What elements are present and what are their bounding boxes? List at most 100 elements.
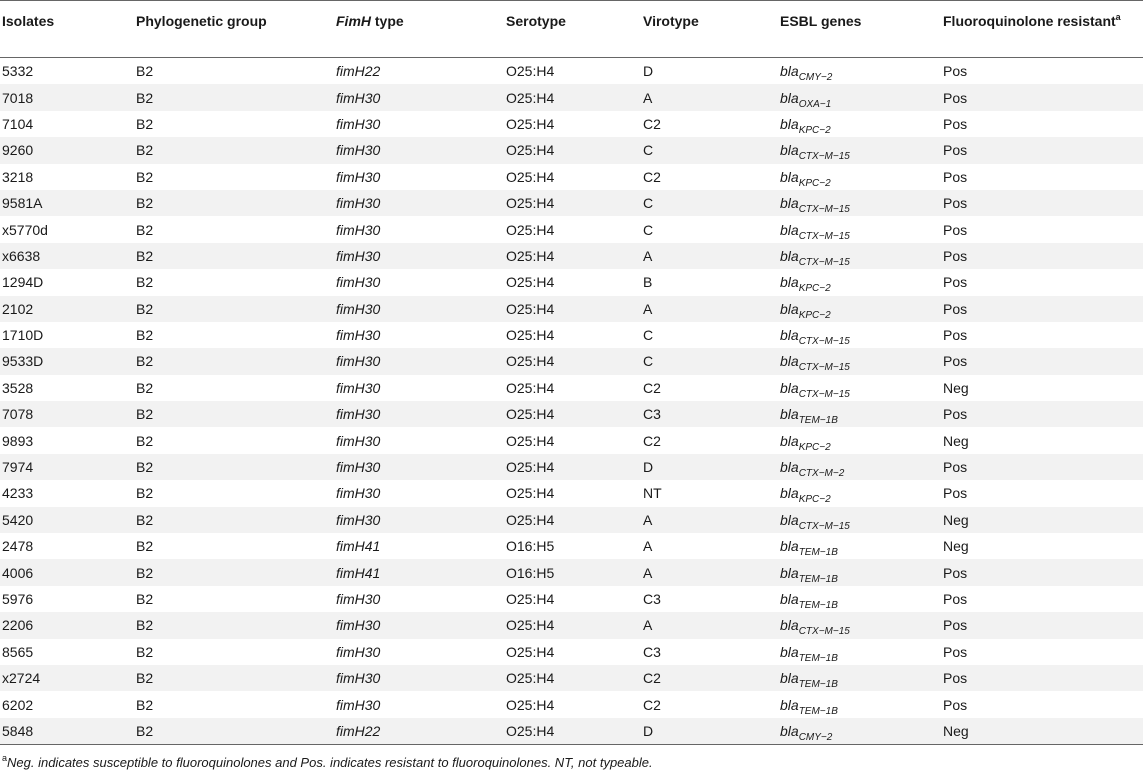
cell-phylogenetic-group: B2 bbox=[136, 612, 336, 639]
header-fimh-rest: type bbox=[371, 13, 404, 29]
gene-subscript: KPC−2 bbox=[798, 494, 831, 506]
cell-phylogenetic-group: B2 bbox=[136, 348, 336, 375]
table-row: 8565 B2 fimH30 O25:H4 C3 blaTEM−1B Pos bbox=[0, 639, 1143, 665]
gene-subscript: KPC−2 bbox=[798, 309, 831, 321]
cell-fluoroquinolone: Pos bbox=[943, 591, 968, 607]
gene-subscript: CTX−M−15 bbox=[798, 336, 850, 348]
gene-base: bla bbox=[780, 300, 799, 317]
table-row: 7104 B2 fimH30 O25:H4 C2 blaKPC−2 Pos bbox=[0, 111, 1143, 137]
cell-fimh-type: fimH30 bbox=[336, 137, 506, 164]
cell-isolate: 9893 bbox=[2, 432, 34, 449]
gene-base: bla bbox=[780, 538, 799, 555]
cell-isolate: 5976 bbox=[2, 591, 34, 607]
gene-base: bla bbox=[780, 379, 799, 396]
cell-esbl-gene: blaCTX−M−15 bbox=[780, 242, 943, 270]
cell-fluoroquinolone: Pos bbox=[943, 242, 1143, 270]
cell-virotype: C bbox=[643, 348, 780, 375]
cell-fluoroquinolone: Pos bbox=[943, 327, 968, 344]
cell-serotype: O25:H4 bbox=[506, 242, 643, 270]
table-row: 6202 B2 fimH30 O25:H4 C2 blaTEM−1B Pos bbox=[0, 691, 1143, 717]
gene-base: bla bbox=[780, 564, 799, 581]
cell-fimh-type: fimH30 bbox=[336, 348, 506, 375]
cell-serotype: O25:H4 bbox=[506, 137, 643, 164]
gene-base: bla bbox=[780, 327, 799, 344]
cell-serotype: O25:H4 bbox=[506, 453, 643, 481]
cell-fluoroquinolone: Pos bbox=[943, 348, 1143, 375]
cell-virotype: C bbox=[643, 189, 780, 217]
cell-esbl-gene: blaCTX−M−15 bbox=[780, 189, 943, 217]
cell-fimh-type: fimH30 bbox=[336, 664, 506, 692]
cell-isolate: 3218 bbox=[2, 168, 34, 185]
gene-subscript: TEM−1B bbox=[798, 705, 838, 717]
cell-virotype: C2 bbox=[643, 432, 661, 449]
cell-phylogenetic-group: B2 bbox=[136, 295, 336, 322]
cell-esbl-gene: blaKPC−2 bbox=[780, 164, 943, 190]
gene-subscript: TEM−1B bbox=[798, 600, 838, 611]
cell-virotype: NT bbox=[643, 485, 662, 502]
cell-serotype: O25:H4 bbox=[506, 696, 555, 713]
gene-base: bla bbox=[780, 63, 799, 80]
gene-base: bla bbox=[780, 485, 799, 502]
gene-subscript: CMY−2 bbox=[798, 72, 833, 84]
cell-fimh-type: fimH30 bbox=[336, 274, 381, 291]
cell-isolate: 6202 bbox=[2, 696, 34, 713]
gene-base: bla bbox=[780, 591, 799, 607]
table-header: Isolates Phylogenetic group FimH type Se… bbox=[0, 0, 1143, 58]
gene-subscript: KPC−2 bbox=[798, 441, 831, 453]
gene-base: bla bbox=[780, 274, 799, 291]
cell-fluoroquinolone: Pos bbox=[943, 295, 1143, 322]
cell-phylogenetic-group: B2 bbox=[136, 115, 154, 132]
cell-esbl-gene: blaCTX−M−15 bbox=[780, 322, 943, 348]
table-row: 5976 B2 fimH30 O25:H4 C3 blaTEM−1B Pos bbox=[0, 586, 1143, 612]
cell-serotype: O25:H4 bbox=[506, 401, 643, 428]
cell-virotype: A bbox=[643, 84, 780, 111]
gene-subscript: CTX−M−15 bbox=[798, 151, 850, 163]
header-fluoroquinolone-resistant: Fluoroquinolone resistanta bbox=[943, 0, 1143, 58]
table-row: 7078 B2 fimH30 O25:H4 C3 blaTEM−1B Pos bbox=[0, 401, 1143, 428]
cell-esbl-gene: blaKPC−2 bbox=[780, 269, 943, 295]
cell-phylogenetic-group: B2 bbox=[136, 221, 154, 238]
cell-fluoroquinolone: Pos bbox=[943, 664, 1143, 692]
cell-fluoroquinolone: Pos bbox=[943, 643, 968, 660]
cell-virotype: A bbox=[643, 538, 653, 555]
cell-fimh-type: fimH30 bbox=[336, 506, 506, 534]
gene-subscript: CTX−M−15 bbox=[798, 388, 850, 400]
cell-virotype: C3 bbox=[643, 401, 780, 428]
gene-base: bla bbox=[780, 459, 799, 476]
cell-serotype: O16:H5 bbox=[506, 538, 555, 555]
cell-virotype: A bbox=[643, 559, 780, 586]
cell-fluoroquinolone: Neg bbox=[943, 432, 969, 449]
cell-esbl-gene: blaCTX−M−15 bbox=[780, 216, 943, 242]
cell-phylogenetic-group: B2 bbox=[136, 432, 154, 449]
cell-virotype: C2 bbox=[643, 168, 661, 185]
cell-serotype: O25:H4 bbox=[506, 115, 555, 132]
cell-phylogenetic-group: B2 bbox=[136, 453, 336, 481]
gene-subscript: CMY−2 bbox=[798, 731, 833, 743]
cell-phylogenetic-group: B2 bbox=[136, 63, 154, 80]
cell-fimh-type: fimH30 bbox=[336, 432, 381, 449]
gene-subscript: TEM−1B bbox=[798, 573, 838, 585]
gene-base: bla bbox=[780, 432, 799, 449]
cell-fimh-type: fimH30 bbox=[336, 115, 381, 132]
cell-fimh-type: fimH30 bbox=[336, 591, 381, 607]
cell-serotype: O25:H4 bbox=[506, 717, 643, 746]
gene-subscript: TEM−1B bbox=[798, 547, 838, 559]
cell-isolate: 9581A bbox=[0, 189, 136, 217]
cell-phylogenetic-group: B2 bbox=[136, 274, 154, 291]
cell-fimh-type: fimH22 bbox=[336, 717, 506, 746]
cell-isolate: 2478 bbox=[2, 538, 34, 555]
gene-base: bla bbox=[780, 89, 799, 106]
gene-base: bla bbox=[780, 617, 799, 634]
table-row: 9893 B2 fimH30 O25:H4 C2 blaKPC−2 Neg bbox=[0, 427, 1143, 453]
cell-virotype: C2 bbox=[643, 696, 661, 713]
header-row: Isolates Phylogenetic group FimH type Se… bbox=[0, 0, 1143, 58]
cell-fluoroquinolone: Neg bbox=[943, 538, 969, 555]
cell-phylogenetic-group: B2 bbox=[136, 664, 336, 692]
cell-phylogenetic-group: B2 bbox=[136, 717, 336, 746]
